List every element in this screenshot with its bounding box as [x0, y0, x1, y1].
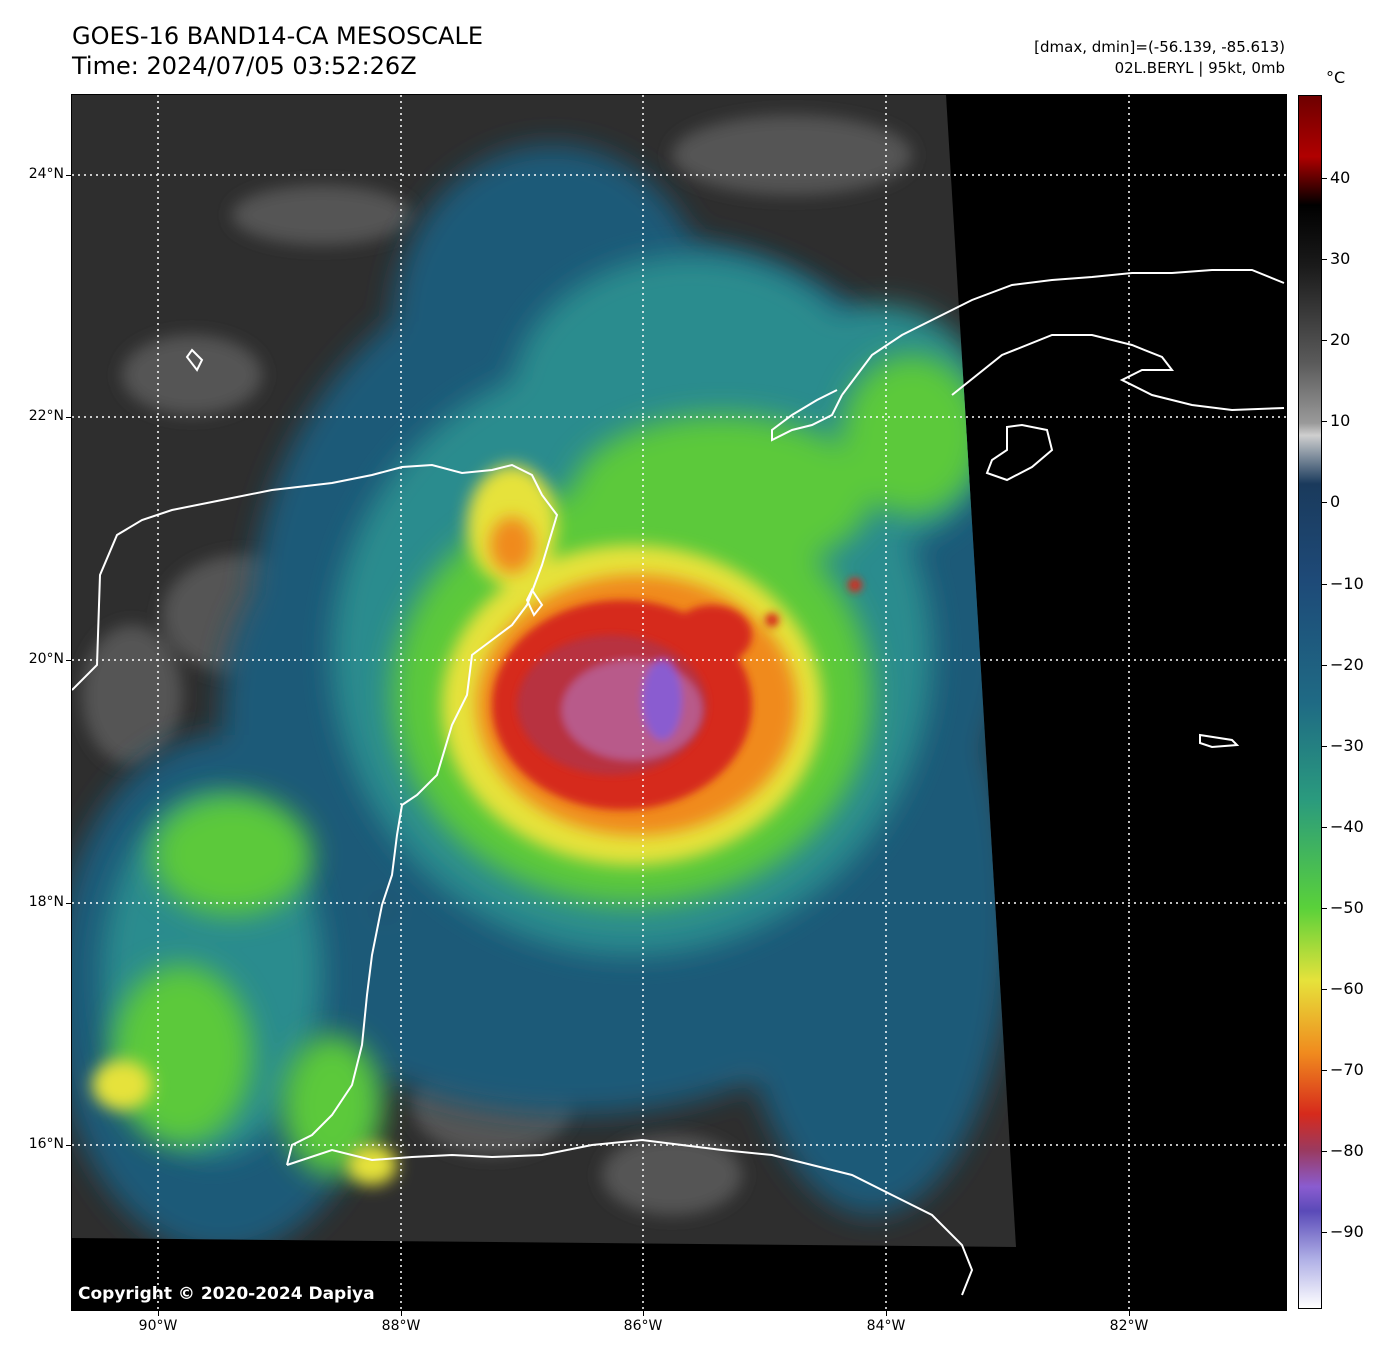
lon-tick	[401, 1310, 402, 1316]
lat-label-22: 22°N	[28, 408, 64, 424]
colorbar-tick	[1322, 259, 1327, 261]
lat-label-18: 18°N	[28, 894, 64, 910]
lon-label-82: 82°W	[1109, 1318, 1149, 1334]
colorbar-label: −70	[1330, 1060, 1364, 1080]
colorbar-label: −60	[1330, 979, 1364, 998]
colorbar-tick	[1322, 664, 1327, 666]
colorbar-tick	[1322, 340, 1327, 342]
colorbar-label: −80	[1330, 1141, 1364, 1161]
colorbar-tick	[1322, 826, 1327, 828]
colorbar-label: −20	[1330, 654, 1364, 674]
colorbar-tick	[1322, 1232, 1327, 1234]
colorbar-label: 40	[1330, 168, 1351, 187]
lon-label-88: 88°W	[381, 1318, 421, 1334]
colorbar-tick	[1322, 989, 1327, 990]
colorbar-label: −30	[1330, 735, 1364, 755]
lon-label-84: 84°W	[866, 1318, 906, 1334]
lat-label-20: 20°N	[28, 651, 64, 667]
colorbar-label: −50	[1330, 897, 1364, 917]
satellite-imagery	[72, 95, 1016, 1247]
lon-tick	[886, 1310, 887, 1316]
coastlines	[72, 269, 1285, 1296]
colorbar-tick	[1322, 502, 1327, 504]
lat-tick	[66, 1145, 72, 1146]
lat-label-16: 16°N	[28, 1136, 64, 1152]
colorbar-label: 0	[1330, 492, 1341, 512]
storm-info: 02L.BERYL | 95kt, 0mb	[1114, 59, 1285, 77]
title-line-2: Time: 2024/07/05 03:52:26Z	[72, 52, 417, 80]
colorbar-tick	[1322, 907, 1327, 909]
colorbar-tick	[1322, 745, 1327, 747]
dmax-dmin-info: [dmax, dmin]=(-56.139, -85.613)	[1034, 38, 1285, 56]
lat-tick	[66, 417, 72, 418]
colorbar	[1298, 95, 1322, 1309]
colorbar-tick	[1322, 178, 1327, 179]
colorbar-tick	[1322, 583, 1327, 585]
colorbar-label: −90	[1330, 1222, 1364, 1242]
copyright-notice: Copyright © 2020-2024 Dapiya	[78, 1284, 375, 1304]
colorbar-tick	[1322, 421, 1327, 423]
lon-tick	[643, 1310, 644, 1316]
colorbar-label: 20	[1330, 330, 1351, 350]
graticule	[72, 95, 1286, 1310]
colorbar-label: 30	[1330, 249, 1351, 269]
colorbar-tick	[1322, 1070, 1327, 1072]
title-line-1: GOES-16 BAND14-CA MESOSCALE	[72, 22, 483, 50]
colorbar-label: 10	[1330, 411, 1351, 431]
lat-tick	[66, 903, 72, 904]
colorbar-label: −10	[1330, 573, 1364, 593]
lat-tick	[66, 660, 72, 661]
colorbar-tick	[1322, 1151, 1327, 1153]
lon-tick	[158, 1310, 159, 1316]
lon-label-90: 90°W	[138, 1318, 178, 1334]
lon-label-86: 86°W	[623, 1318, 663, 1334]
lat-label-24: 24°N	[28, 166, 64, 182]
lat-tick	[66, 175, 72, 176]
satellite-map	[72, 95, 1286, 1310]
colorbar-unit: °C	[1326, 68, 1346, 87]
colorbar-label: −40	[1330, 816, 1364, 836]
lon-tick	[1129, 1310, 1130, 1316]
